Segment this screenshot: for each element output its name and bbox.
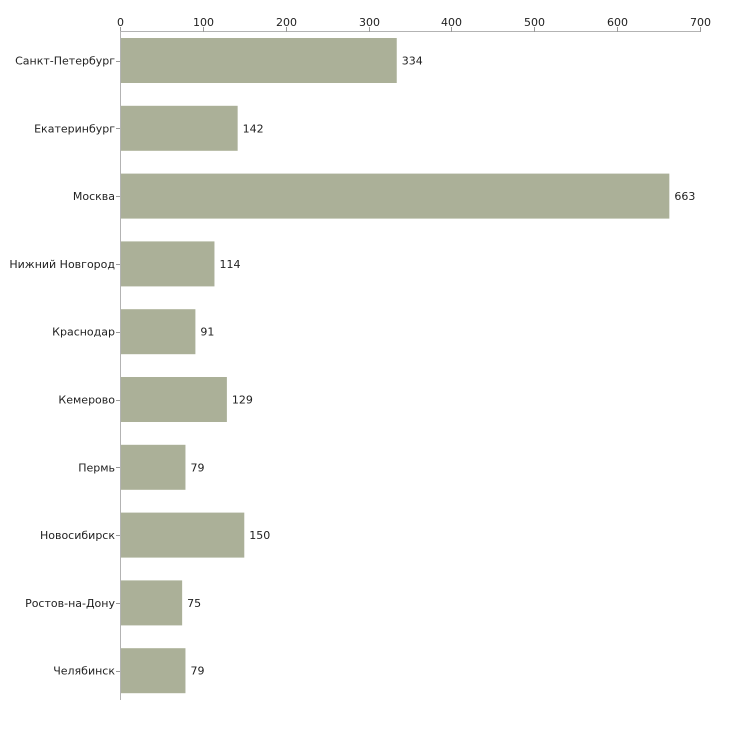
category-label: Кемерово — [58, 394, 115, 407]
category-label: Ростов-на-Дону — [25, 597, 115, 610]
y-axis: Санкт-Петербург Екатеринбург Москва Нижний … — [9, 31, 121, 700]
category-label: Нижний Новгород — [9, 258, 115, 271]
category-label: Пермь — [78, 461, 115, 474]
category-label: Москва — [73, 190, 115, 203]
category-label: Краснодар — [52, 326, 115, 339]
bar — [121, 241, 215, 287]
category-label: Челябинск — [53, 665, 115, 678]
category-label: Новосибирск — [40, 529, 115, 542]
bar — [121, 512, 245, 558]
bar-value-label: 79 — [190, 665, 204, 678]
bar — [121, 648, 186, 694]
bar-value-label: 79 — [190, 461, 204, 474]
bar-value-label: 334 — [402, 55, 423, 68]
bars-group: 334 142 663 114 91 129 79 150 75 79 — [121, 38, 695, 694]
bar-value-label: 75 — [187, 597, 201, 610]
bar — [121, 309, 196, 355]
bar — [121, 173, 670, 219]
bar-value-label: 663 — [674, 190, 695, 203]
bar — [121, 580, 183, 626]
x-tick-label: 700 — [690, 16, 711, 29]
x-tick-label: 400 — [441, 16, 462, 29]
x-tick-label: 200 — [276, 16, 297, 29]
x-axis: 0 100 200 300 400 500 600 700 — [117, 16, 711, 32]
category-label: Санкт-Петербург — [15, 55, 115, 68]
bar-value-label: 150 — [249, 529, 270, 542]
x-tick-label: 0 — [117, 16, 124, 29]
bar — [121, 105, 238, 151]
x-tick-label: 300 — [359, 16, 380, 29]
bar-value-label: 129 — [232, 394, 253, 407]
bar — [121, 38, 397, 83]
bar — [121, 444, 186, 490]
bar-value-label: 91 — [200, 326, 214, 339]
x-tick-label: 500 — [524, 16, 545, 29]
bar-value-label: 114 — [219, 258, 240, 271]
x-tick-label: 100 — [193, 16, 214, 29]
bar-value-label: 142 — [243, 122, 264, 135]
bar — [121, 377, 227, 422]
category-label: Екатеринбург — [34, 122, 115, 135]
x-tick-label: 600 — [607, 16, 628, 29]
